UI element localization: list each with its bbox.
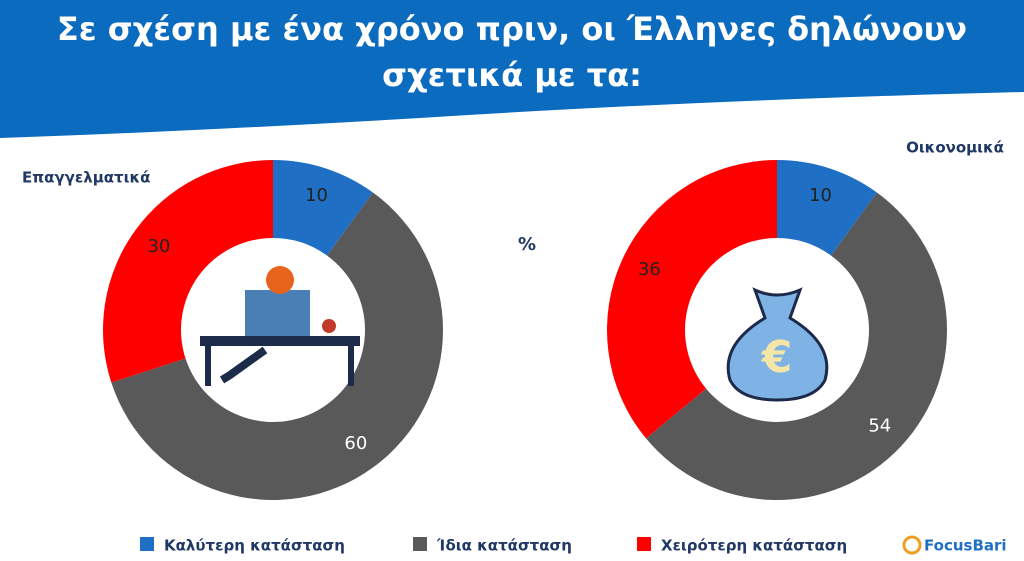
legend-swatch <box>637 537 651 551</box>
unit-label: % <box>518 234 536 255</box>
data-label: 54 <box>868 416 891 437</box>
donut-sector <box>102 160 273 383</box>
logo-mark <box>902 535 922 555</box>
donut-sector <box>777 160 877 256</box>
legend-swatch <box>413 537 427 551</box>
legend: Καλύτερη κατάσταση Ίδια κατάσταση Χειρότερ… <box>140 537 847 555</box>
donut-sector <box>606 160 777 439</box>
data-label: 60 <box>344 433 367 454</box>
data-label: 10 <box>305 185 328 206</box>
chart-title: Οικονομικά <box>906 139 1004 157</box>
page-title: Σε σχέση με ένα χρόνο πριν, οι Έλληνες δ… <box>56 10 968 94</box>
header-band <box>0 0 1024 138</box>
chart-title: Επαγγελματικά <box>22 169 150 187</box>
logo: FocusBari <box>924 537 1007 555</box>
data-label: 10 <box>809 185 832 206</box>
donuts: 10 60 30 10 54 36 <box>102 160 947 501</box>
money-bag-icon: € <box>726 287 829 402</box>
donut-sector <box>646 192 947 501</box>
data-label: 36 <box>638 259 661 280</box>
donut-sector <box>111 192 444 501</box>
data-label: 30 <box>147 236 170 257</box>
desk-icon <box>200 266 360 386</box>
legend-label: Καλύτερη κατάσταση <box>164 537 345 555</box>
donut-sector <box>273 160 373 256</box>
legend-label: Χειρότερη κατάσταση <box>661 537 847 555</box>
svg-text:€: € <box>761 332 793 383</box>
legend-swatch <box>140 537 154 551</box>
legend-label: Ίδια κατάσταση <box>436 537 572 555</box>
